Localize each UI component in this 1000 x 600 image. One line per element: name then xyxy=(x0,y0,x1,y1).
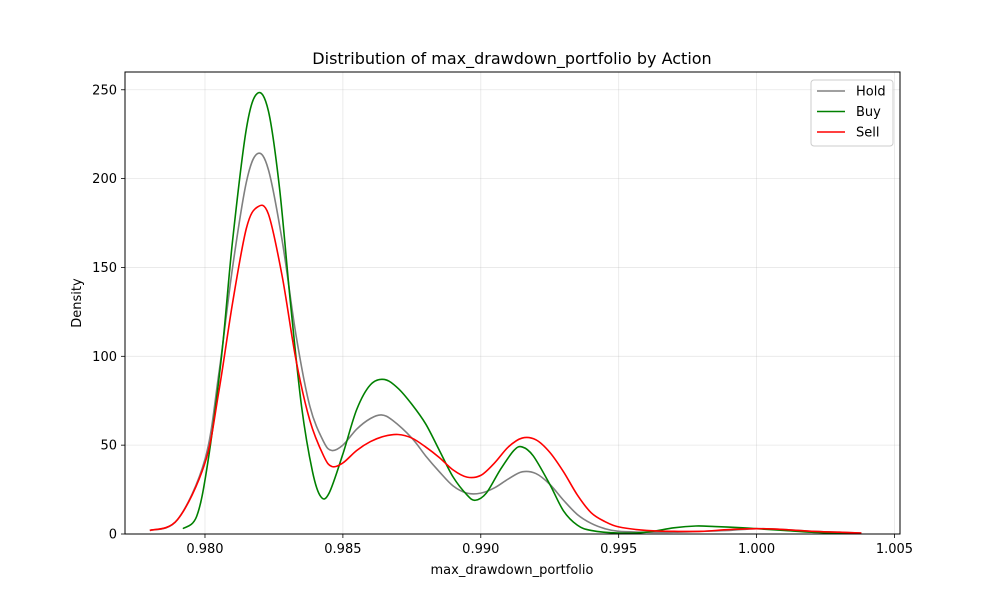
chart-title: Distribution of max_drawdown_portfolio b… xyxy=(312,49,711,69)
y-axis-ticks: 0 50 100 150 200 250 xyxy=(92,83,125,543)
series-line-hold xyxy=(149,152,862,534)
series-line-buy xyxy=(182,91,856,535)
x-axis-ticks: 0.980 0.985 0.990 0.995 1.000 1.005 xyxy=(186,534,913,557)
legend-box xyxy=(810,79,894,147)
plot-frame xyxy=(124,71,901,535)
x-tick-label: 0.985 xyxy=(324,542,361,557)
x-tick-label: 1.005 xyxy=(876,542,913,557)
grid-lines xyxy=(125,72,900,535)
y-tick-label: 200 xyxy=(92,172,117,187)
legend: Hold Buy Sell xyxy=(810,79,894,147)
x-tick-label: 0.990 xyxy=(462,542,499,557)
legend-label-buy: Buy xyxy=(856,105,881,120)
y-tick-label: 0 xyxy=(109,528,117,543)
x-tick-label: 0.995 xyxy=(600,542,637,557)
legend-label-sell: Sell xyxy=(856,126,879,141)
y-tick-label: 150 xyxy=(92,261,117,276)
y-tick-label: 50 xyxy=(100,439,117,454)
x-axis-title: max_drawdown_portfolio xyxy=(431,563,594,578)
series-line-sell xyxy=(149,204,862,534)
series-lines xyxy=(149,91,862,535)
y-tick-label: 250 xyxy=(92,83,117,98)
x-tick-label: 0.980 xyxy=(186,542,223,557)
x-tick-label: 1.000 xyxy=(738,542,775,557)
y-tick-label: 100 xyxy=(92,350,117,365)
y-axis-title: Density xyxy=(70,278,85,328)
legend-label-hold: Hold xyxy=(856,85,886,100)
